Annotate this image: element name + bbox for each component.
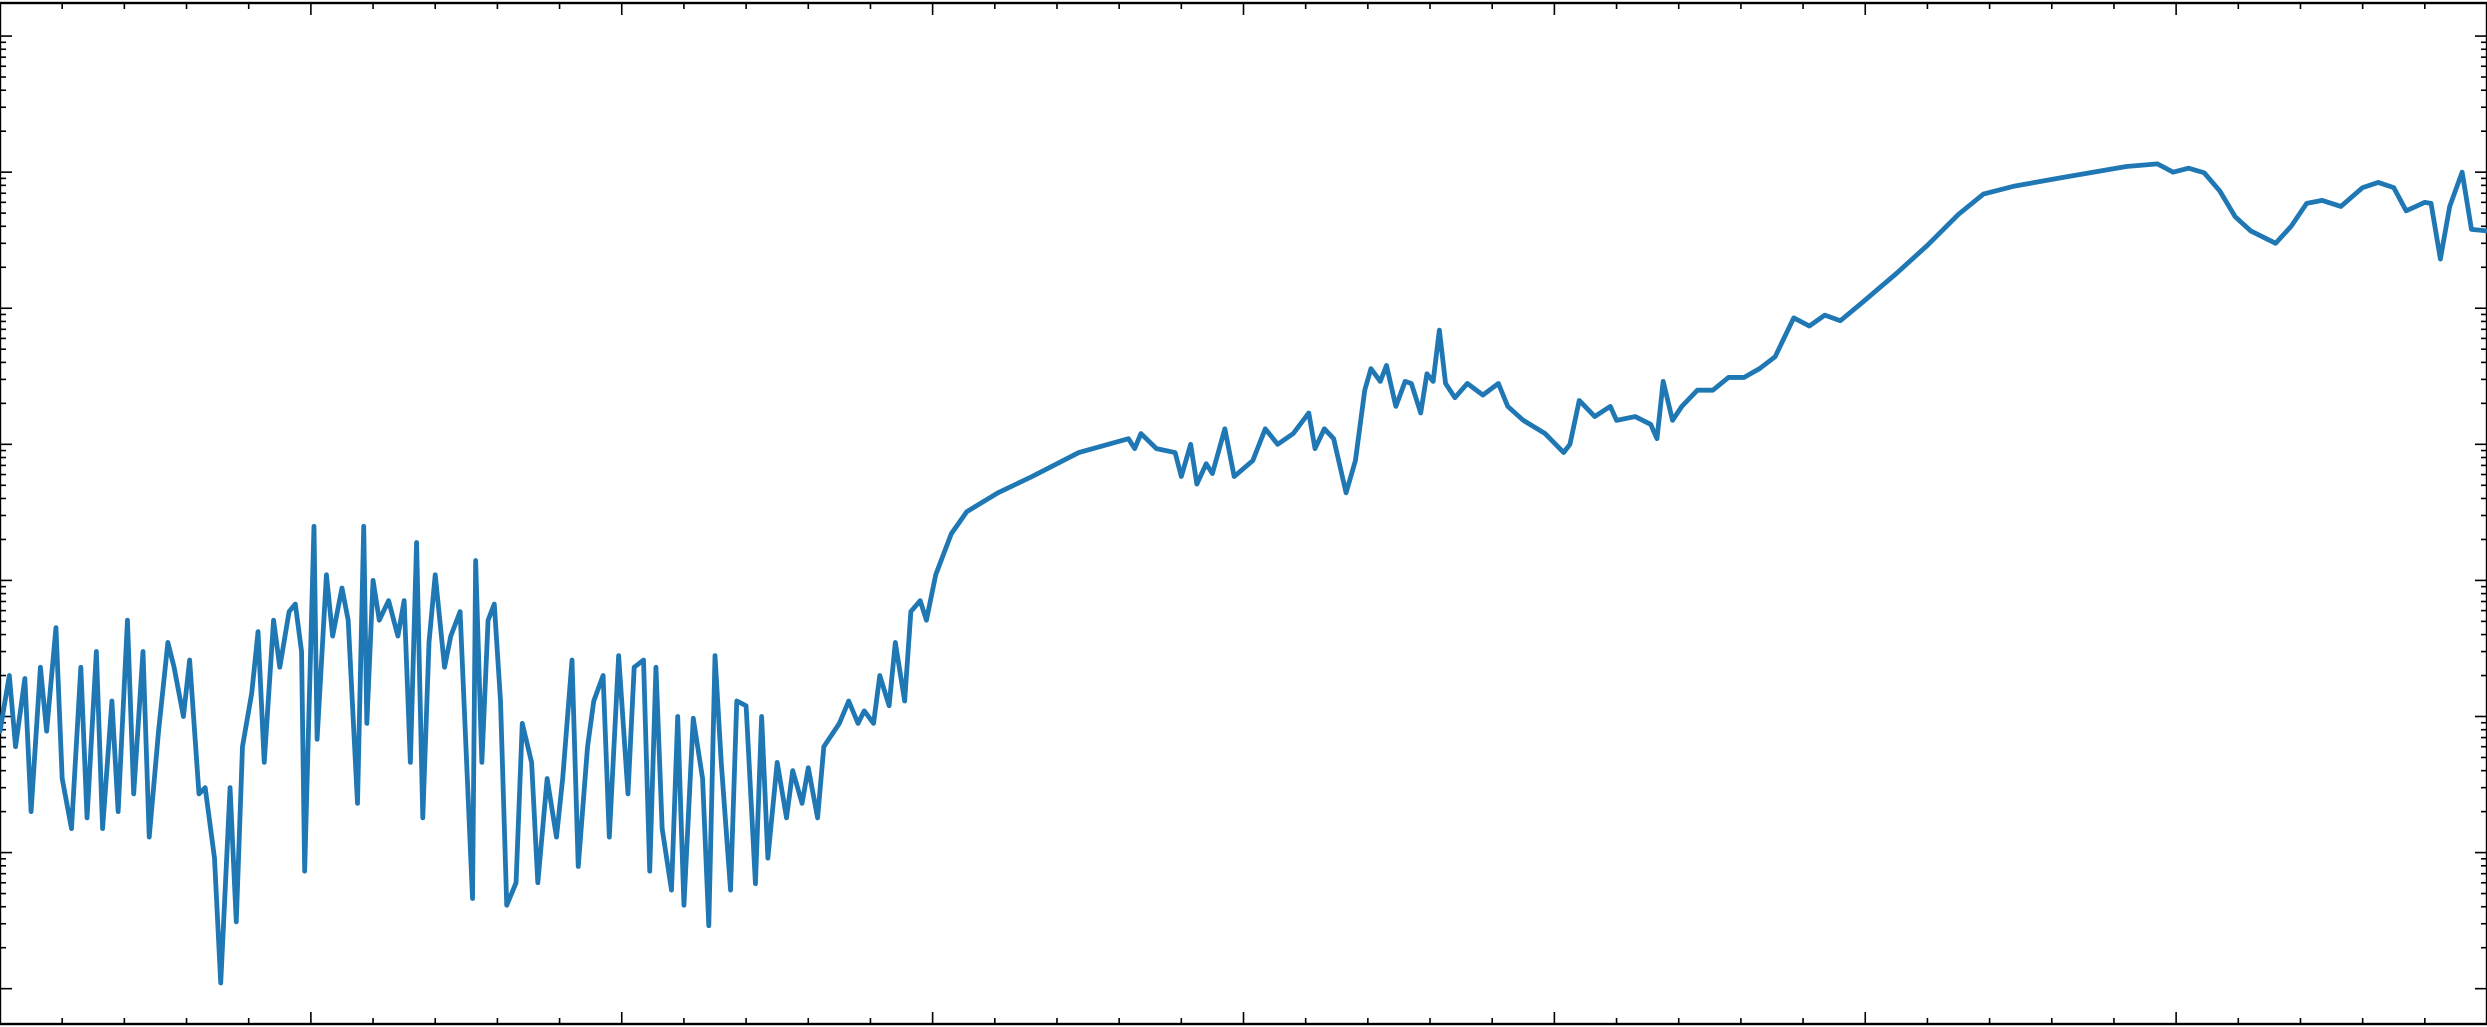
data-line bbox=[0, 161, 2487, 986]
